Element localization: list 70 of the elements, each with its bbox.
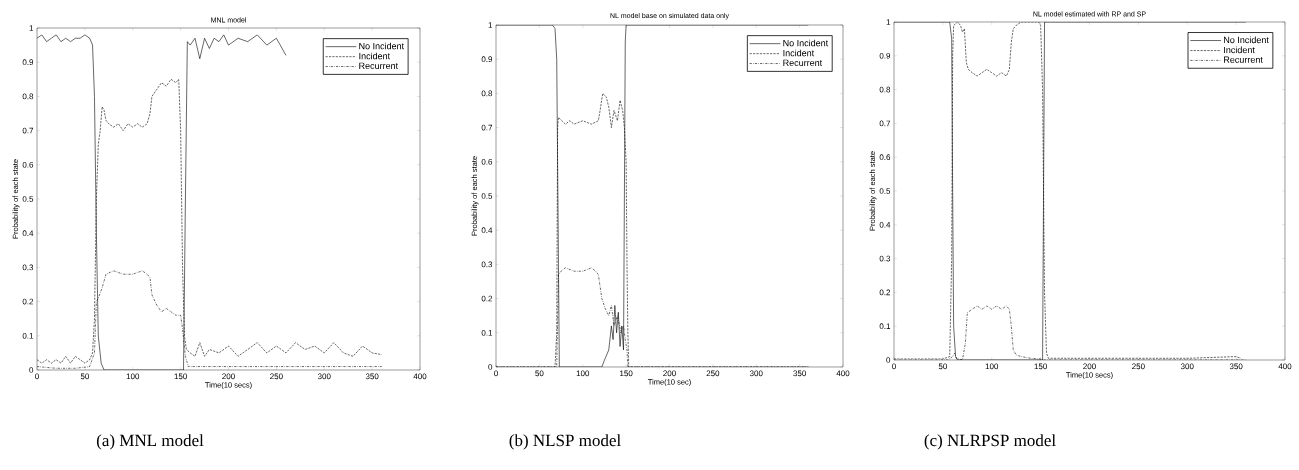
x-tick-label: 300 xyxy=(317,373,331,380)
legend-label: Incident xyxy=(359,52,391,60)
x-tick-label: 400 xyxy=(836,370,850,377)
y-tick-label: 0.4 xyxy=(879,221,891,228)
x-tick-label: 400 xyxy=(413,373,427,380)
text: (a) MNL model xyxy=(96,434,204,450)
y-tick-label: 0.2 xyxy=(879,289,891,296)
x-tick-label: 400 xyxy=(1278,363,1292,370)
y-tick-label: 0.8 xyxy=(879,86,891,93)
y-tick-label: 0.8 xyxy=(22,93,34,100)
y-tick-label: 0 xyxy=(886,357,891,363)
y-tick-label: 0.6 xyxy=(22,161,34,168)
x-tick-label: 200 xyxy=(663,370,676,377)
x-tick-label: 50 xyxy=(80,373,90,380)
x-tick-label: 150 xyxy=(1034,363,1047,370)
y-tick-label: 0.1 xyxy=(481,329,493,336)
x-tick-label: 300 xyxy=(1180,363,1194,370)
x-tick-label: 150 xyxy=(174,373,187,380)
y-tick-label: 0.4 xyxy=(481,227,493,234)
x-tick-label: 200 xyxy=(222,373,235,380)
y-tick-label: 0.7 xyxy=(481,124,493,131)
x-tick-label: 0 xyxy=(494,370,498,377)
y-tick-label: 0.2 xyxy=(22,298,34,305)
y-tick-label: 0.9 xyxy=(22,59,34,66)
y-tick-label: 1 xyxy=(29,25,34,31)
legend-label: Incident xyxy=(1224,46,1255,54)
x-tick-label: 100 xyxy=(126,373,140,380)
x-tick-label: 150 xyxy=(620,370,633,377)
y-tick-label: 0.4 xyxy=(22,230,34,237)
y-tick-label: 0.6 xyxy=(879,154,891,161)
y-tick-label: 0.8 xyxy=(481,90,493,97)
y-tick-label: 0.6 xyxy=(481,158,493,165)
y-tick-label: 0.9 xyxy=(481,56,493,63)
y-tick-label: 0.7 xyxy=(879,120,891,127)
y-tick-label: 0.5 xyxy=(481,193,493,199)
y-tick-label: 0.3 xyxy=(481,261,493,268)
legend-label: No Incident xyxy=(1224,36,1269,44)
y-tick-label: 0.9 xyxy=(879,52,891,59)
legend-label: Incident xyxy=(783,49,815,57)
y-tick-label: 0.2 xyxy=(481,295,493,302)
x-tick-label: 300 xyxy=(749,370,763,377)
x-tick-label: 50 xyxy=(535,370,544,377)
x-tick-label: 100 xyxy=(576,370,590,377)
legend-label: Recurrent xyxy=(359,62,399,69)
x-tick-label: 50 xyxy=(938,363,948,370)
x-tick-label: 350 xyxy=(793,370,806,377)
legend-label: No Incident xyxy=(359,42,405,50)
y-tick-label: 1 xyxy=(488,22,493,28)
x-tick-label: 350 xyxy=(1229,363,1243,370)
y-tick-label: 0.1 xyxy=(879,323,891,330)
x-tick-label: 250 xyxy=(1132,363,1145,370)
y-tick-label: 0.3 xyxy=(879,255,891,262)
x-tick-label: 100 xyxy=(985,363,999,370)
x-tick-label: 250 xyxy=(706,370,720,377)
y-tick-label: 0.3 xyxy=(22,264,34,271)
legend-label: Recurrent xyxy=(783,59,823,66)
x-tick-label: 0 xyxy=(892,363,896,370)
legend-label: Recurrent xyxy=(1224,56,1263,63)
y-tick-label: 0.5 xyxy=(22,196,34,202)
y-tick-label: 1 xyxy=(886,19,891,25)
legend-label: No Incident xyxy=(783,39,829,47)
y-tick-label: 0.7 xyxy=(22,127,34,134)
text: (c) NLRPSP model xyxy=(924,434,1056,450)
x-tick-label: 350 xyxy=(365,373,379,380)
y-tick-label: 0.5 xyxy=(879,188,891,194)
x-tick-label: 250 xyxy=(270,373,283,380)
x-tick-label: 200 xyxy=(1083,363,1096,370)
text: (b) NLSP model xyxy=(509,434,621,450)
x-tick-label: 0 xyxy=(35,373,39,380)
y-tick-label: 0.1 xyxy=(22,332,34,339)
